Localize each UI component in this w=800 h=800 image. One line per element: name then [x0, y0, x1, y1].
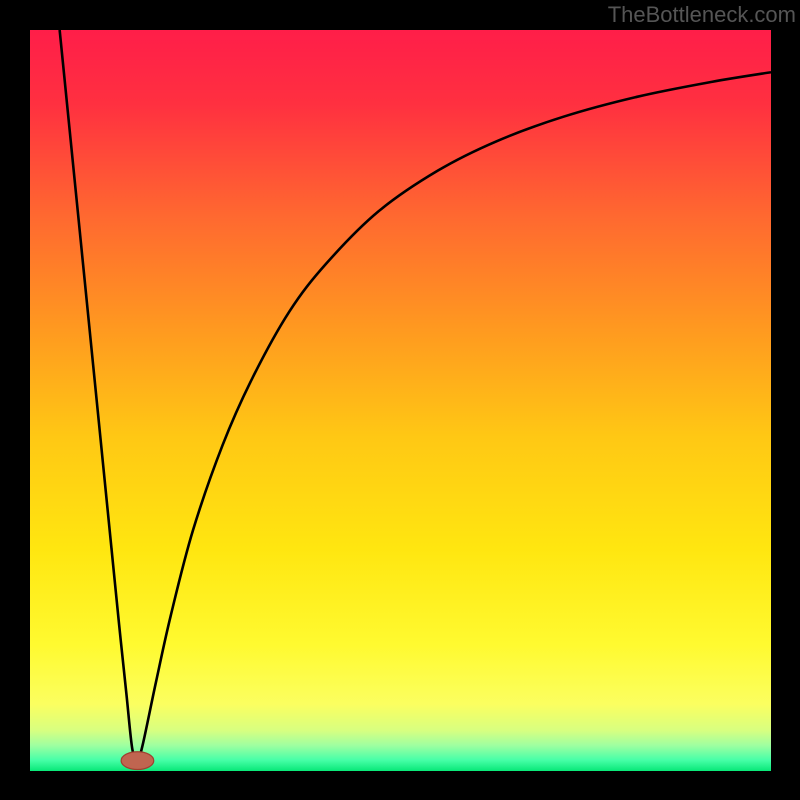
plot-area [30, 30, 771, 771]
minimum-marker [121, 752, 154, 770]
chart-frame: TheBottleneck.com [0, 0, 800, 800]
plot-svg [30, 30, 771, 771]
watermark-text: TheBottleneck.com [608, 2, 796, 28]
gradient-background [30, 30, 771, 771]
